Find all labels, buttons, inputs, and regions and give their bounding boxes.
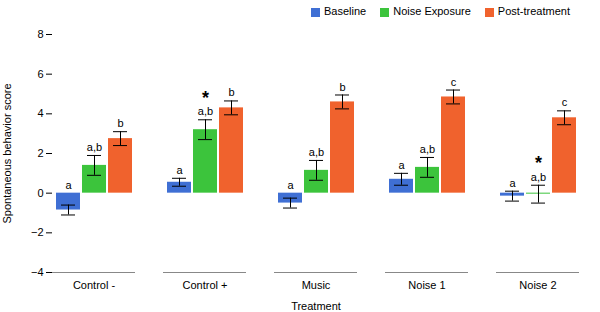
svg-text:8: 8 bbox=[37, 28, 43, 40]
svg-text:*: * bbox=[202, 88, 209, 108]
svg-text:6: 6 bbox=[37, 68, 43, 80]
svg-text:a: a bbox=[509, 177, 516, 189]
svg-text:b: b bbox=[117, 117, 123, 129]
svg-text:a: a bbox=[398, 159, 405, 171]
svg-text:a,b: a,b bbox=[197, 105, 214, 118]
svg-text:a,b: a,b bbox=[309, 146, 324, 158]
svg-text:*: * bbox=[535, 153, 542, 173]
svg-text:a,b: a,b bbox=[420, 143, 435, 155]
svg-text:a: a bbox=[65, 179, 72, 191]
svg-text:Noise 1: Noise 1 bbox=[408, 279, 445, 291]
svg-text:Noise 2: Noise 2 bbox=[519, 279, 556, 291]
svg-text:4: 4 bbox=[37, 107, 43, 119]
svg-text:a,b: a,b bbox=[87, 141, 102, 153]
svg-text:0: 0 bbox=[37, 187, 43, 199]
svg-text:2: 2 bbox=[37, 147, 43, 159]
svg-text:−4: −4 bbox=[31, 266, 44, 278]
svg-text:a,b: a,b bbox=[530, 170, 547, 183]
svg-text:c: c bbox=[562, 96, 568, 108]
html-text:Baseline: Baseline bbox=[324, 5, 367, 17]
svg-text:b: b bbox=[228, 86, 234, 98]
svg-text:−2: −2 bbox=[31, 226, 44, 238]
svg-text:c: c bbox=[451, 76, 457, 88]
svg-text:Spontaneous behavior score: Spontaneous behavior score bbox=[1, 83, 13, 223]
svg-text:Control -: Control - bbox=[73, 279, 116, 291]
svg-text:Treatment: Treatment bbox=[291, 300, 341, 312]
svg-text:b: b bbox=[339, 81, 345, 93]
svg-text:Music: Music bbox=[302, 279, 331, 291]
html-text:Noise Exposure: Noise Exposure bbox=[393, 5, 471, 17]
html-text:Post-treatment: Post-treatment bbox=[497, 5, 570, 17]
svg-text:a: a bbox=[287, 179, 294, 191]
svg-text:Control +: Control + bbox=[183, 279, 228, 291]
svg-text:a: a bbox=[176, 164, 183, 176]
